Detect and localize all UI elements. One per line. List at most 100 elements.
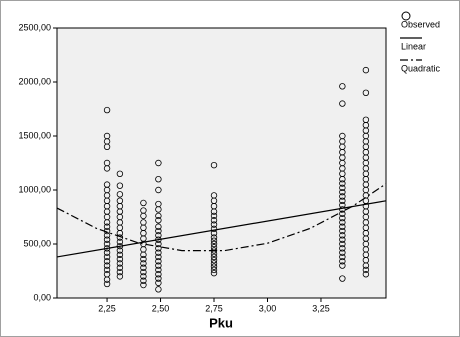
data-point bbox=[103, 181, 111, 188]
x-tick-label: 2,25 bbox=[98, 303, 116, 313]
y-tick-label: 1000,00 bbox=[18, 184, 51, 194]
data-point bbox=[210, 260, 218, 267]
data-point bbox=[339, 253, 346, 261]
data-point bbox=[210, 263, 218, 270]
data-point bbox=[116, 191, 124, 198]
data-point bbox=[116, 255, 124, 263]
data-point bbox=[339, 197, 346, 204]
x-tick-label: 2,75 bbox=[205, 303, 223, 313]
fit-line bbox=[56, 200, 387, 258]
data-point bbox=[140, 260, 147, 267]
y-tick-label: 2000,00 bbox=[18, 76, 51, 86]
y-tick-label: 2500,00 bbox=[18, 22, 51, 32]
plot-area bbox=[56, 27, 387, 299]
data-point bbox=[140, 207, 147, 214]
data-point bbox=[210, 225, 218, 233]
data-point bbox=[140, 264, 147, 271]
data-point bbox=[155, 200, 162, 208]
data-point bbox=[155, 159, 162, 167]
data-point bbox=[210, 234, 218, 241]
data-point bbox=[103, 266, 111, 274]
data-point bbox=[339, 180, 346, 187]
y-tick-label: 0,00 bbox=[33, 292, 51, 302]
data-point bbox=[116, 234, 124, 241]
data-point bbox=[339, 240, 346, 248]
data-point bbox=[155, 212, 162, 220]
data-point bbox=[103, 280, 111, 288]
data-point bbox=[155, 240, 162, 248]
x-tick-label: 3,00 bbox=[259, 303, 277, 313]
data-point bbox=[140, 281, 147, 289]
data-point bbox=[103, 106, 111, 114]
data-point bbox=[339, 132, 346, 140]
data-point bbox=[140, 277, 147, 284]
data-point bbox=[140, 273, 147, 280]
x-tick-label: 2,50 bbox=[152, 303, 170, 313]
data-point bbox=[339, 275, 346, 282]
data-point bbox=[210, 240, 218, 248]
fit-line bbox=[56, 183, 387, 252]
data-point bbox=[155, 217, 162, 224]
data-point bbox=[339, 262, 346, 269]
data-point bbox=[210, 221, 218, 228]
data-point bbox=[210, 253, 218, 261]
data-point bbox=[103, 240, 111, 248]
legend-label: Linear bbox=[401, 41, 426, 51]
data-point bbox=[155, 279, 162, 287]
data-point bbox=[140, 268, 147, 276]
data-point bbox=[103, 159, 111, 167]
data-point bbox=[103, 262, 111, 269]
data-point bbox=[339, 83, 346, 90]
data-point bbox=[155, 223, 162, 230]
data-point bbox=[140, 255, 147, 263]
data-point bbox=[155, 186, 162, 194]
data-point bbox=[116, 182, 124, 189]
data-point bbox=[339, 258, 346, 265]
data-point bbox=[116, 260, 124, 267]
data-point bbox=[210, 257, 218, 264]
data-point bbox=[103, 271, 111, 278]
data-point bbox=[339, 232, 346, 239]
data-point bbox=[103, 249, 111, 256]
y-tick-label: 1500,00 bbox=[18, 130, 51, 140]
data-point bbox=[155, 275, 162, 282]
data-point bbox=[116, 247, 124, 254]
data-point bbox=[155, 245, 162, 252]
legend-label: Quadratic bbox=[401, 63, 441, 73]
data-point bbox=[339, 188, 346, 196]
data-point bbox=[116, 251, 124, 258]
data-point bbox=[339, 193, 346, 200]
data-point bbox=[339, 184, 346, 192]
data-point bbox=[155, 258, 162, 265]
data-point bbox=[155, 232, 162, 239]
data-point bbox=[339, 236, 346, 243]
data-point bbox=[362, 271, 370, 278]
data-point bbox=[103, 258, 111, 265]
data-point bbox=[103, 132, 111, 140]
y-tick-label: 500,00 bbox=[23, 238, 51, 248]
data-point bbox=[140, 219, 147, 226]
data-point bbox=[210, 217, 218, 224]
data-point bbox=[210, 161, 218, 169]
data-point bbox=[339, 219, 346, 226]
data-point bbox=[339, 227, 346, 235]
data-point bbox=[155, 271, 162, 278]
data-point bbox=[116, 238, 124, 246]
legend-symbol bbox=[401, 11, 411, 21]
data-point bbox=[210, 269, 218, 277]
data-point bbox=[116, 170, 124, 177]
data-point bbox=[116, 264, 124, 271]
data-point bbox=[116, 273, 124, 280]
x-axis-label: Pku bbox=[209, 315, 233, 330]
data-point bbox=[140, 199, 147, 207]
data-point bbox=[103, 253, 111, 261]
data-point bbox=[155, 227, 162, 235]
data-point bbox=[103, 236, 111, 243]
data-point bbox=[103, 223, 111, 230]
data-point bbox=[339, 249, 346, 256]
data-point bbox=[155, 266, 162, 274]
data-point bbox=[155, 286, 162, 293]
data-point bbox=[155, 249, 162, 256]
x-tick-label: 3,25 bbox=[312, 303, 330, 313]
